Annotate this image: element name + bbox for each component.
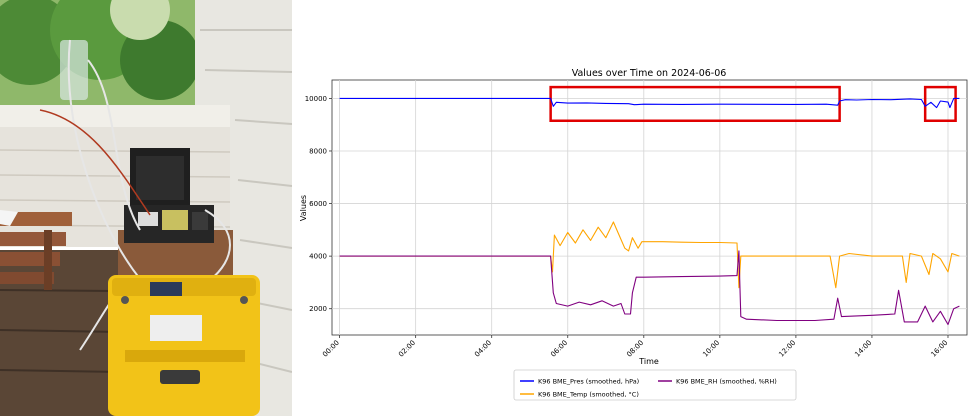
y-tick-label: 6000 bbox=[309, 200, 327, 208]
x-tick-label: 06:00 bbox=[549, 339, 569, 359]
chart-panel: 00:00 02:00 04:00 06:00 08:00 10:00 12:00 14:00… bbox=[292, 0, 975, 416]
highlight-boxes bbox=[549, 85, 957, 122]
circuit-board bbox=[162, 210, 188, 230]
y-axis-ticks: 2000 4000 6000 8000 10000 bbox=[305, 95, 332, 313]
cables bbox=[67, 39, 231, 351]
x-tick-label: 16:00 bbox=[929, 339, 949, 359]
glass-jar bbox=[60, 40, 88, 100]
red-wire bbox=[39, 109, 151, 216]
yellow-case-rim bbox=[112, 278, 256, 296]
y-tick-label: 10000 bbox=[305, 95, 327, 103]
x-tick-label: 10:00 bbox=[701, 339, 721, 359]
series-line-1 bbox=[339, 97, 960, 109]
grid bbox=[332, 80, 967, 335]
x-tick-label: 12:00 bbox=[777, 339, 797, 359]
x-tick-label: 08:00 bbox=[625, 339, 645, 359]
y-tick-label: 8000 bbox=[309, 147, 327, 155]
x-tick-label: 00:00 bbox=[321, 339, 341, 359]
case-label bbox=[150, 315, 202, 341]
x-tick-label: 02:00 bbox=[397, 339, 417, 359]
highlight-box bbox=[923, 85, 957, 122]
sky-patch bbox=[110, 0, 170, 40]
series-layer bbox=[339, 97, 960, 326]
x-axis-ticks: 00:00 02:00 04:00 06:00 08:00 10:00 12:00 14:00… bbox=[321, 335, 949, 359]
case-latch bbox=[240, 296, 248, 304]
highlight-box bbox=[549, 85, 841, 122]
y-tick-label: 2000 bbox=[309, 305, 327, 313]
x-tick-label: 04:00 bbox=[473, 339, 493, 359]
chart-title: Values over Time on 2024-06-06 bbox=[572, 68, 727, 79]
yellow-case bbox=[108, 275, 260, 416]
bench-slat bbox=[0, 232, 66, 246]
balcony-rail bbox=[0, 105, 230, 127]
equipment-photo-illustration bbox=[0, 0, 293, 416]
bench-slat bbox=[0, 272, 54, 284]
bench-slat bbox=[0, 212, 72, 226]
paper-sheet bbox=[0, 210, 18, 226]
equipment-photo bbox=[0, 0, 293, 416]
series-line-3 bbox=[339, 250, 960, 326]
y-tick-label: 4000 bbox=[309, 253, 327, 261]
case-ridge bbox=[125, 350, 245, 362]
bench-leg bbox=[44, 230, 52, 290]
sensor-board bbox=[138, 212, 158, 226]
legend-label: K96 BME_RH (smoothed, %RH) bbox=[676, 378, 777, 386]
x-tick-label: 14:00 bbox=[853, 339, 873, 359]
case-handle bbox=[160, 370, 200, 384]
battery-pack bbox=[192, 212, 208, 230]
y-axis-label: Values bbox=[299, 195, 308, 221]
line-chart: 00:00 02:00 04:00 06:00 08:00 10:00 12:00 14:00… bbox=[299, 68, 968, 401]
case-latch bbox=[121, 296, 129, 304]
legend-label: K96 BME_Pres (smoothed, hPa) bbox=[538, 378, 639, 386]
legend: K96 BME_Pres (smoothed, hPa) K96 BME_Temp… bbox=[513, 369, 797, 401]
plot-frame bbox=[331, 79, 968, 336]
legend-label: K96 BME_Temp (smoothed, °C) bbox=[538, 391, 639, 399]
series-line-2 bbox=[339, 221, 960, 289]
enclosure-lid-inner bbox=[136, 156, 184, 200]
wooden-wall bbox=[195, 0, 292, 416]
case-sticker bbox=[150, 282, 182, 296]
legend-box bbox=[513, 369, 797, 401]
x-axis-label: Time bbox=[638, 357, 659, 366]
wall-panel-lines bbox=[200, 29, 293, 373]
